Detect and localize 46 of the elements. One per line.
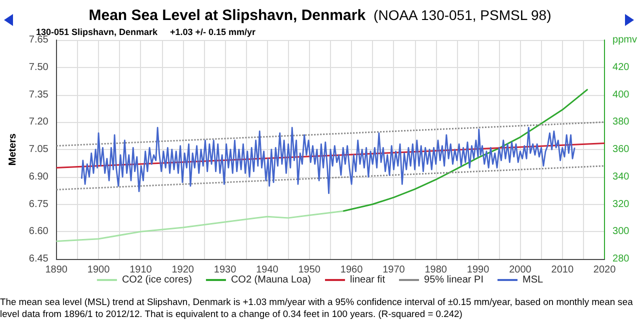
x-tick-label: 2020 (593, 264, 616, 276)
legend-label: MSL (522, 274, 544, 286)
x-tick-label: 1900 (87, 264, 110, 276)
legend-label: linear fit (350, 274, 386, 286)
y2-tick-label: 360 (612, 144, 630, 155)
x-tick-label: 1940 (256, 264, 279, 276)
x-tick-label: 1890 (45, 264, 68, 276)
legend-label: CO2 (ice cores) (122, 274, 192, 286)
x-tick-label: 2000 (509, 264, 532, 276)
y-axis-title: Meters (8, 132, 18, 166)
x-tick-label: 1910 (130, 264, 152, 276)
x-tick-label: 1930 (214, 264, 237, 276)
x-tick-label: 1980 (424, 264, 448, 276)
y2-tick-label: 340 (612, 171, 630, 182)
y-tick-label: 6.45 (28, 254, 49, 264)
x-tick-label: 1970 (382, 264, 406, 276)
y2-tick-label: 320 (612, 198, 630, 210)
y-tick-label: 6.75 (28, 198, 49, 210)
legend-label: 95% linear PI (424, 274, 484, 286)
line-series (342, 88, 588, 212)
y-tick-label: 7.20 (28, 116, 49, 128)
line-series (56, 210, 344, 242)
x-tick-label: 1920 (172, 264, 194, 276)
y-tick-label: 7.35 (28, 89, 49, 100)
x-tick-label: 1990 (466, 264, 490, 276)
y2-tick-label: 400 (612, 89, 630, 100)
legend-label: CO2 (Mauna Loa) (230, 274, 312, 286)
y-tick-label: 6.60 (28, 226, 49, 238)
y2-tick-label: 420 (612, 62, 630, 73)
y-tick-label: 7.05 (28, 144, 49, 155)
y2-tick-label: 380 (612, 116, 630, 128)
text: The mean sea level (MSL) trend at Slipshavn, Denmark is +1.03 mm/year with a 95% confidence interval of ±0.15 mm/year, based on monthly mean sea level data from 1896/1 to 2012/12. That is equivalent to a change of 0.34 feet in 100 years. (R-squared = 0.242) (0, 296, 634, 320)
y2-tick-label: ppmv (612, 34, 637, 46)
chart-title: Mean Sea Level at Slipshavn, Denmark (88, 7, 366, 24)
y-tick-label: 7.65 (28, 34, 49, 46)
x-tick-label: 1950 (298, 264, 321, 276)
text: 130-051 Slipshavn, Denmark (36, 27, 158, 37)
y2-tick-label: 280 (612, 254, 630, 264)
y-tick-label: 6.90 (28, 171, 49, 182)
y2-tick-label: 300 (612, 226, 630, 238)
x-tick-label: 1960 (340, 264, 364, 276)
chart-subtitle: (NOAA 130-051, PSMSL 98) (374, 7, 552, 23)
line-series (80, 126, 576, 194)
x-tick-label: 2010 (551, 264, 574, 276)
y-tick-label: 7.50 (28, 62, 49, 73)
text: +1.03 +/- 0.15 mm/yr (170, 27, 256, 37)
